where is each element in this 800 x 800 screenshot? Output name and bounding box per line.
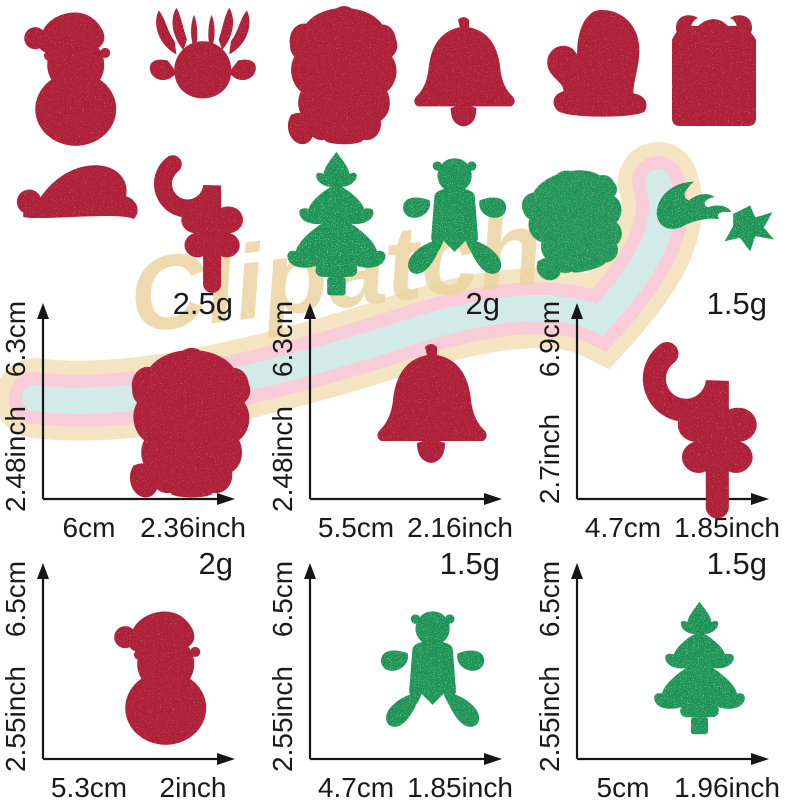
svg-text:6cm: 6cm [63,512,116,543]
svg-text:4.7cm: 4.7cm [585,512,661,543]
svg-text:2.55inch: 2.55inch [267,666,298,772]
svg-text:2g: 2g [199,546,233,581]
svg-text:1.96inch: 1.96inch [674,772,780,800]
svg-text:2.5g: 2.5g [173,286,233,321]
svg-text:2.36inch: 2.36inch [140,512,246,543]
svg-text:6.5cm: 6.5cm [267,561,298,637]
svg-text:4.7cm: 4.7cm [318,772,394,800]
svg-text:1.5g: 1.5g [707,286,767,321]
svg-text:6.3cm: 6.3cm [267,301,298,377]
svg-text:6.3cm: 6.3cm [0,301,31,377]
svg-text:2.55inch: 2.55inch [534,666,565,772]
svg-text:1.85inch: 1.85inch [674,512,780,543]
svg-text:1.85inch: 1.85inch [407,772,513,800]
svg-text:2.48inch: 2.48inch [267,406,298,512]
svg-text:2.48inch: 2.48inch [0,406,31,512]
svg-text:2g: 2g [466,286,500,321]
svg-text:2inch: 2inch [160,772,227,800]
svg-text:1.5g: 1.5g [707,546,767,581]
svg-text:1.5g: 1.5g [440,546,500,581]
svg-text:6.5cm: 6.5cm [0,561,31,637]
svg-text:2.16inch: 2.16inch [407,512,513,543]
svg-text:2.7inch: 2.7inch [534,414,565,504]
svg-text:5cm: 5cm [597,772,650,800]
svg-text:6.5cm: 6.5cm [534,561,565,637]
svg-text:2.55inch: 2.55inch [0,666,31,772]
svg-text:5.5cm: 5.5cm [318,512,394,543]
svg-text:6.9cm: 6.9cm [534,301,565,377]
svg-text:5.3cm: 5.3cm [51,772,127,800]
